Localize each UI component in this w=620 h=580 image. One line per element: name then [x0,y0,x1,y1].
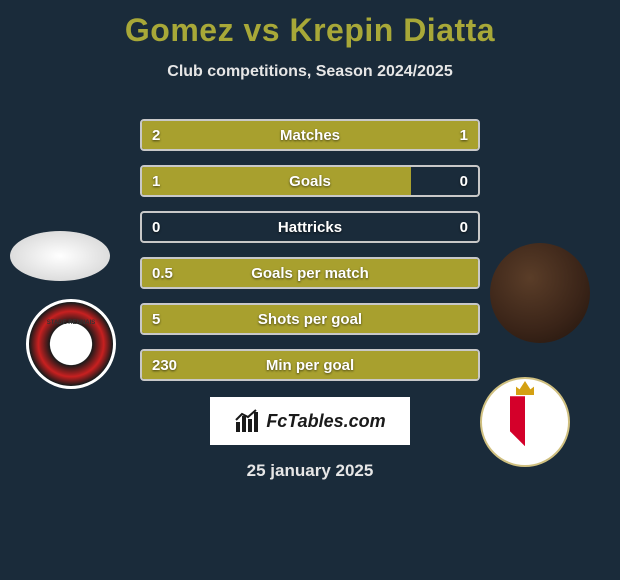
player1-club-badge [26,299,116,389]
page-title: Gomez vs Krepin Diatta [0,0,620,49]
subtitle: Club competitions, Season 2024/2025 [0,63,620,81]
stat-label: Goals per match [142,265,478,282]
stat-label: Matches [142,127,478,144]
stat-label: Hattricks [142,219,478,236]
watermark: FcTables.com [210,397,410,445]
stat-row: 5Shots per goal [140,303,480,335]
stat-label: Goals [142,173,478,190]
stat-label: Min per goal [142,357,478,374]
player1-avatar [10,231,110,281]
stat-row: 230Min per goal [140,349,480,381]
stats-container: 21Matches 10Goals 00Hattricks 0.5Goals per … [0,119,620,381]
player2-club-badge [480,377,570,467]
stat-row: 10Goals [140,165,480,197]
watermark-text: FcTables.com [266,411,385,432]
chart-icon [234,408,260,434]
player2-avatar [490,243,590,343]
stat-label: Shots per goal [142,311,478,328]
stat-row: 0.5Goals per match [140,257,480,289]
stat-row: 00Hattricks [140,211,480,243]
stat-row: 21Matches [140,119,480,151]
